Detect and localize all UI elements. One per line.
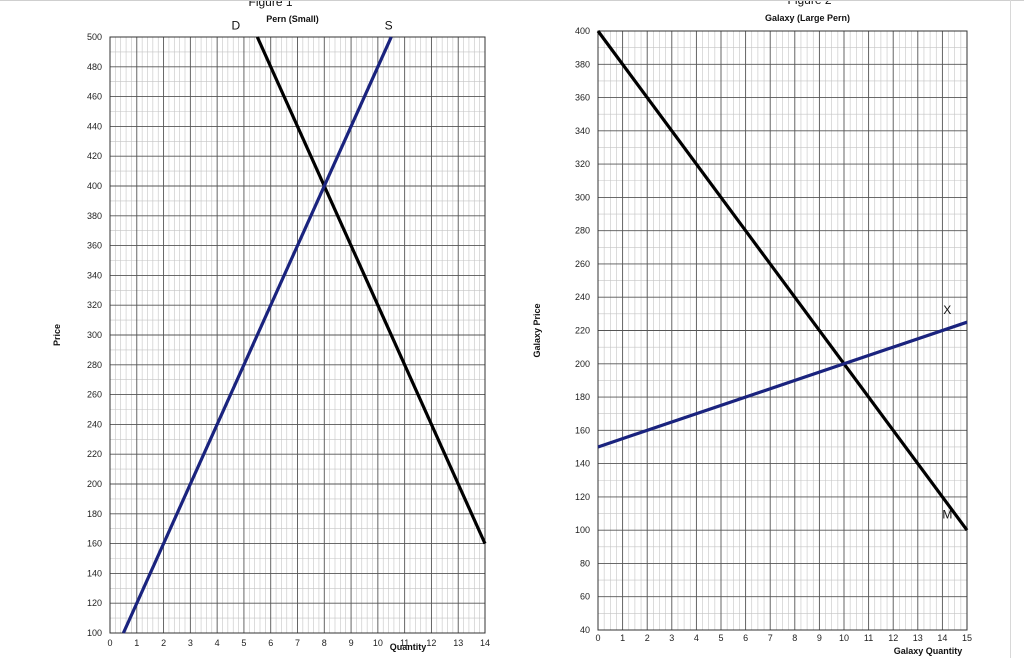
y-tick-label: 360 xyxy=(575,93,590,103)
annotation-x: X xyxy=(943,303,951,317)
grid xyxy=(597,30,968,631)
x-tick-label: 5 xyxy=(718,633,723,643)
annotation-d: D xyxy=(232,19,241,33)
x-axis-label: Galaxy Quantity xyxy=(894,646,963,656)
y-tick-label: 300 xyxy=(575,192,590,202)
x-tick-label: 5 xyxy=(241,638,246,648)
x-tick-label: 13 xyxy=(913,633,923,643)
x-tick-label: 1 xyxy=(620,633,625,643)
x-tick-label: 14 xyxy=(480,638,490,648)
y-tick-label: 200 xyxy=(87,479,102,489)
y-axis-label: Price xyxy=(52,324,62,346)
figure-label: Figure 1 xyxy=(248,0,292,9)
y-tick-label: 140 xyxy=(87,568,102,578)
figure-1-chart: 0 1 2 3 4 5 6 7 8 9 10 11 12 13 1410012014016018020022… xyxy=(52,0,490,652)
x-tick-label: 15 xyxy=(962,633,972,643)
x-tick-label: 8 xyxy=(792,633,797,643)
y-tick-label: 180 xyxy=(87,509,102,519)
x-tick-label: 4 xyxy=(215,638,220,648)
y-tick-label: 500 xyxy=(87,32,102,42)
x-tick-label: 7 xyxy=(768,633,773,643)
y-tick-label: 460 xyxy=(87,92,102,102)
x-tick-label: 12 xyxy=(888,633,898,643)
y-tick-label: 280 xyxy=(87,360,102,370)
y-tick-label: 360 xyxy=(87,241,102,251)
x-tick-label: 9 xyxy=(817,633,822,643)
y-tick-label: 120 xyxy=(575,492,590,502)
y-tick-label: 160 xyxy=(87,539,102,549)
y-tick-label: 200 xyxy=(575,359,590,369)
x-tick-label: 3 xyxy=(669,633,674,643)
x-tick-label: 10 xyxy=(839,633,849,643)
plot-frame xyxy=(109,36,486,634)
plot-frame xyxy=(597,30,968,631)
y-tick-label: 100 xyxy=(575,525,590,535)
x-tick-label: 2 xyxy=(161,638,166,648)
series-line-s xyxy=(121,36,393,634)
x-tick-label: 1 xyxy=(134,638,139,648)
y-tick-label: 340 xyxy=(87,270,102,280)
y-tick-label: 320 xyxy=(87,300,102,310)
y-tick-label: 240 xyxy=(87,419,102,429)
y-tick-label: 60 xyxy=(580,592,590,602)
y-tick-label: 260 xyxy=(575,259,590,269)
figure-label: Figure 2 xyxy=(787,0,831,7)
x-tick-label: 11 xyxy=(864,633,873,643)
x-tick-label: 13 xyxy=(453,638,463,648)
x-tick-label: 6 xyxy=(743,633,748,643)
y-tick-label: 80 xyxy=(580,558,590,568)
y-tick-label: 420 xyxy=(87,151,102,161)
annotation-s: S xyxy=(385,19,393,33)
y-tick-label: 240 xyxy=(575,292,590,302)
x-tick-label: 4 xyxy=(694,633,699,643)
x-axis-label: Quantity xyxy=(390,642,427,652)
x-tick-label: 10 xyxy=(373,638,383,648)
y-axis-label: Galaxy Price xyxy=(532,303,542,357)
y-tick-label: 320 xyxy=(575,159,590,169)
chart-title: Pern (Small) xyxy=(266,14,319,24)
x-tick-label: 2 xyxy=(645,633,650,643)
y-tick-label: 100 xyxy=(87,628,102,638)
annotation-m: M xyxy=(942,508,952,522)
y-tick-label: 380 xyxy=(87,211,102,221)
y-tick-label: 120 xyxy=(87,598,102,608)
x-tick-label: 6 xyxy=(268,638,273,648)
y-tick-label: 180 xyxy=(575,392,590,402)
y-tick-label: 220 xyxy=(87,449,102,459)
x-tick-label: 3 xyxy=(188,638,193,648)
y-tick-label: 440 xyxy=(87,121,102,131)
y-tick-label: 400 xyxy=(575,26,590,36)
chart-title: Galaxy (Large Pern) xyxy=(765,13,850,23)
y-tick-label: 220 xyxy=(575,326,590,336)
y-tick-label: 280 xyxy=(575,226,590,236)
y-tick-label: 40 xyxy=(580,625,590,635)
x-tick-label: 0 xyxy=(595,633,600,643)
y-tick-label: 260 xyxy=(87,390,102,400)
y-tick-label: 380 xyxy=(575,59,590,69)
figure-2-chart: 0 1 2 3 4 5 6 7 8 9 10 11 12 13 14 15406080100120140160… xyxy=(532,0,972,656)
x-tick-label: 8 xyxy=(322,638,327,648)
x-tick-label: 11 xyxy=(400,638,409,648)
y-tick-label: 160 xyxy=(575,425,590,435)
series-line-d xyxy=(255,36,487,545)
grid xyxy=(109,36,486,634)
series-line-x xyxy=(597,320,968,449)
x-tick-label: 14 xyxy=(937,633,947,643)
x-tick-label: 12 xyxy=(426,638,436,648)
y-tick-label: 480 xyxy=(87,62,102,72)
y-tick-label: 300 xyxy=(87,330,102,340)
x-tick-label: 7 xyxy=(295,638,300,648)
x-tick-label: 9 xyxy=(349,638,354,648)
series-line-m xyxy=(596,30,969,532)
y-tick-label: 400 xyxy=(87,181,102,191)
y-tick-label: 340 xyxy=(575,126,590,136)
x-tick-label: 0 xyxy=(107,638,112,648)
y-tick-label: 140 xyxy=(575,459,590,469)
